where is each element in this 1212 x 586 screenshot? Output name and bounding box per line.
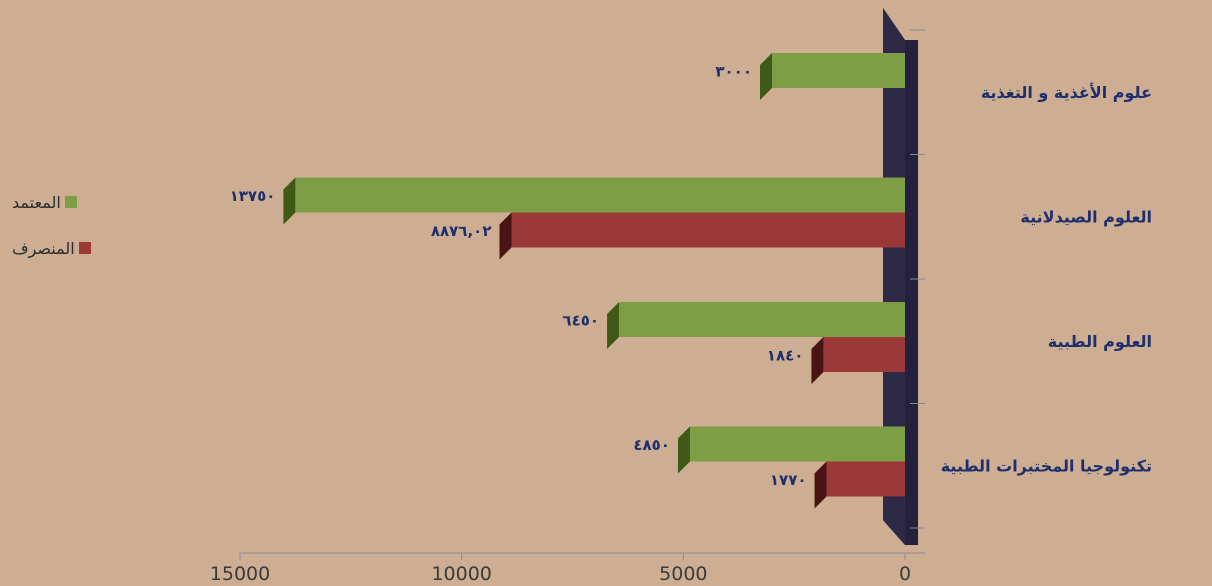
x-tick-label: 0 <box>899 563 911 585</box>
bar-end-spent-1 <box>499 212 512 260</box>
data-label-spent-1: ٨٨٧٦,٠٢ <box>431 222 492 240</box>
data-label-spent-3: ١٧٧٠ <box>770 471 807 489</box>
bar-approved-3 <box>689 426 905 462</box>
bar-spent-1 <box>511 212 905 248</box>
bar-approved-2 <box>619 302 905 337</box>
bar-spent-3 <box>826 461 905 497</box>
category-label-1: العلوم الصيدلانية <box>1020 208 1152 227</box>
data-label-approved-0: ٣٠٠٠ <box>715 63 752 81</box>
bar-spent-2 <box>823 337 905 372</box>
category-label-2: العلوم الطبية <box>1048 332 1152 351</box>
data-label-approved-3: ٤٨٥٠ <box>633 436 670 454</box>
legend: المعتمد المنصرف <box>8 190 128 282</box>
legend-item-spent: المنصرف <box>8 236 128 260</box>
bar-end-approved-0 <box>760 53 772 100</box>
bar-end-spent-3 <box>814 461 827 509</box>
bar-end-approved-2 <box>607 302 620 349</box>
bar-approved-0 <box>772 53 905 88</box>
bar-end-approved-3 <box>677 426 690 474</box>
data-label-approved-2: ٦٤٥٠ <box>562 312 599 330</box>
data-label-spent-2: ١٨٤٠ <box>767 347 804 365</box>
x-tick-label: 10000 <box>431 563 491 585</box>
data-label-approved-1: ١٣٧٥٠ <box>230 187 276 205</box>
bar-end-approved-1 <box>283 177 296 225</box>
legend-label-approved: المعتمد <box>12 192 61 212</box>
bar-end-spent-2 <box>811 337 824 384</box>
bar-approved-1 <box>295 177 906 213</box>
legend-swatch-spent <box>78 242 91 254</box>
legend-label-spent: المنصرف <box>12 238 75 258</box>
legend-item-approved: المعتمد <box>8 190 128 214</box>
category-label-3: تكنولوجيا المختبرات الطبية <box>941 457 1152 476</box>
category-label-0: علوم الأغذية و التغذية <box>981 83 1152 102</box>
legend-swatch-approved <box>64 196 77 208</box>
x-tick-label: 15000 <box>210 563 270 585</box>
axis-wall-side <box>883 8 905 545</box>
x-tick-label: 5000 <box>659 563 707 585</box>
